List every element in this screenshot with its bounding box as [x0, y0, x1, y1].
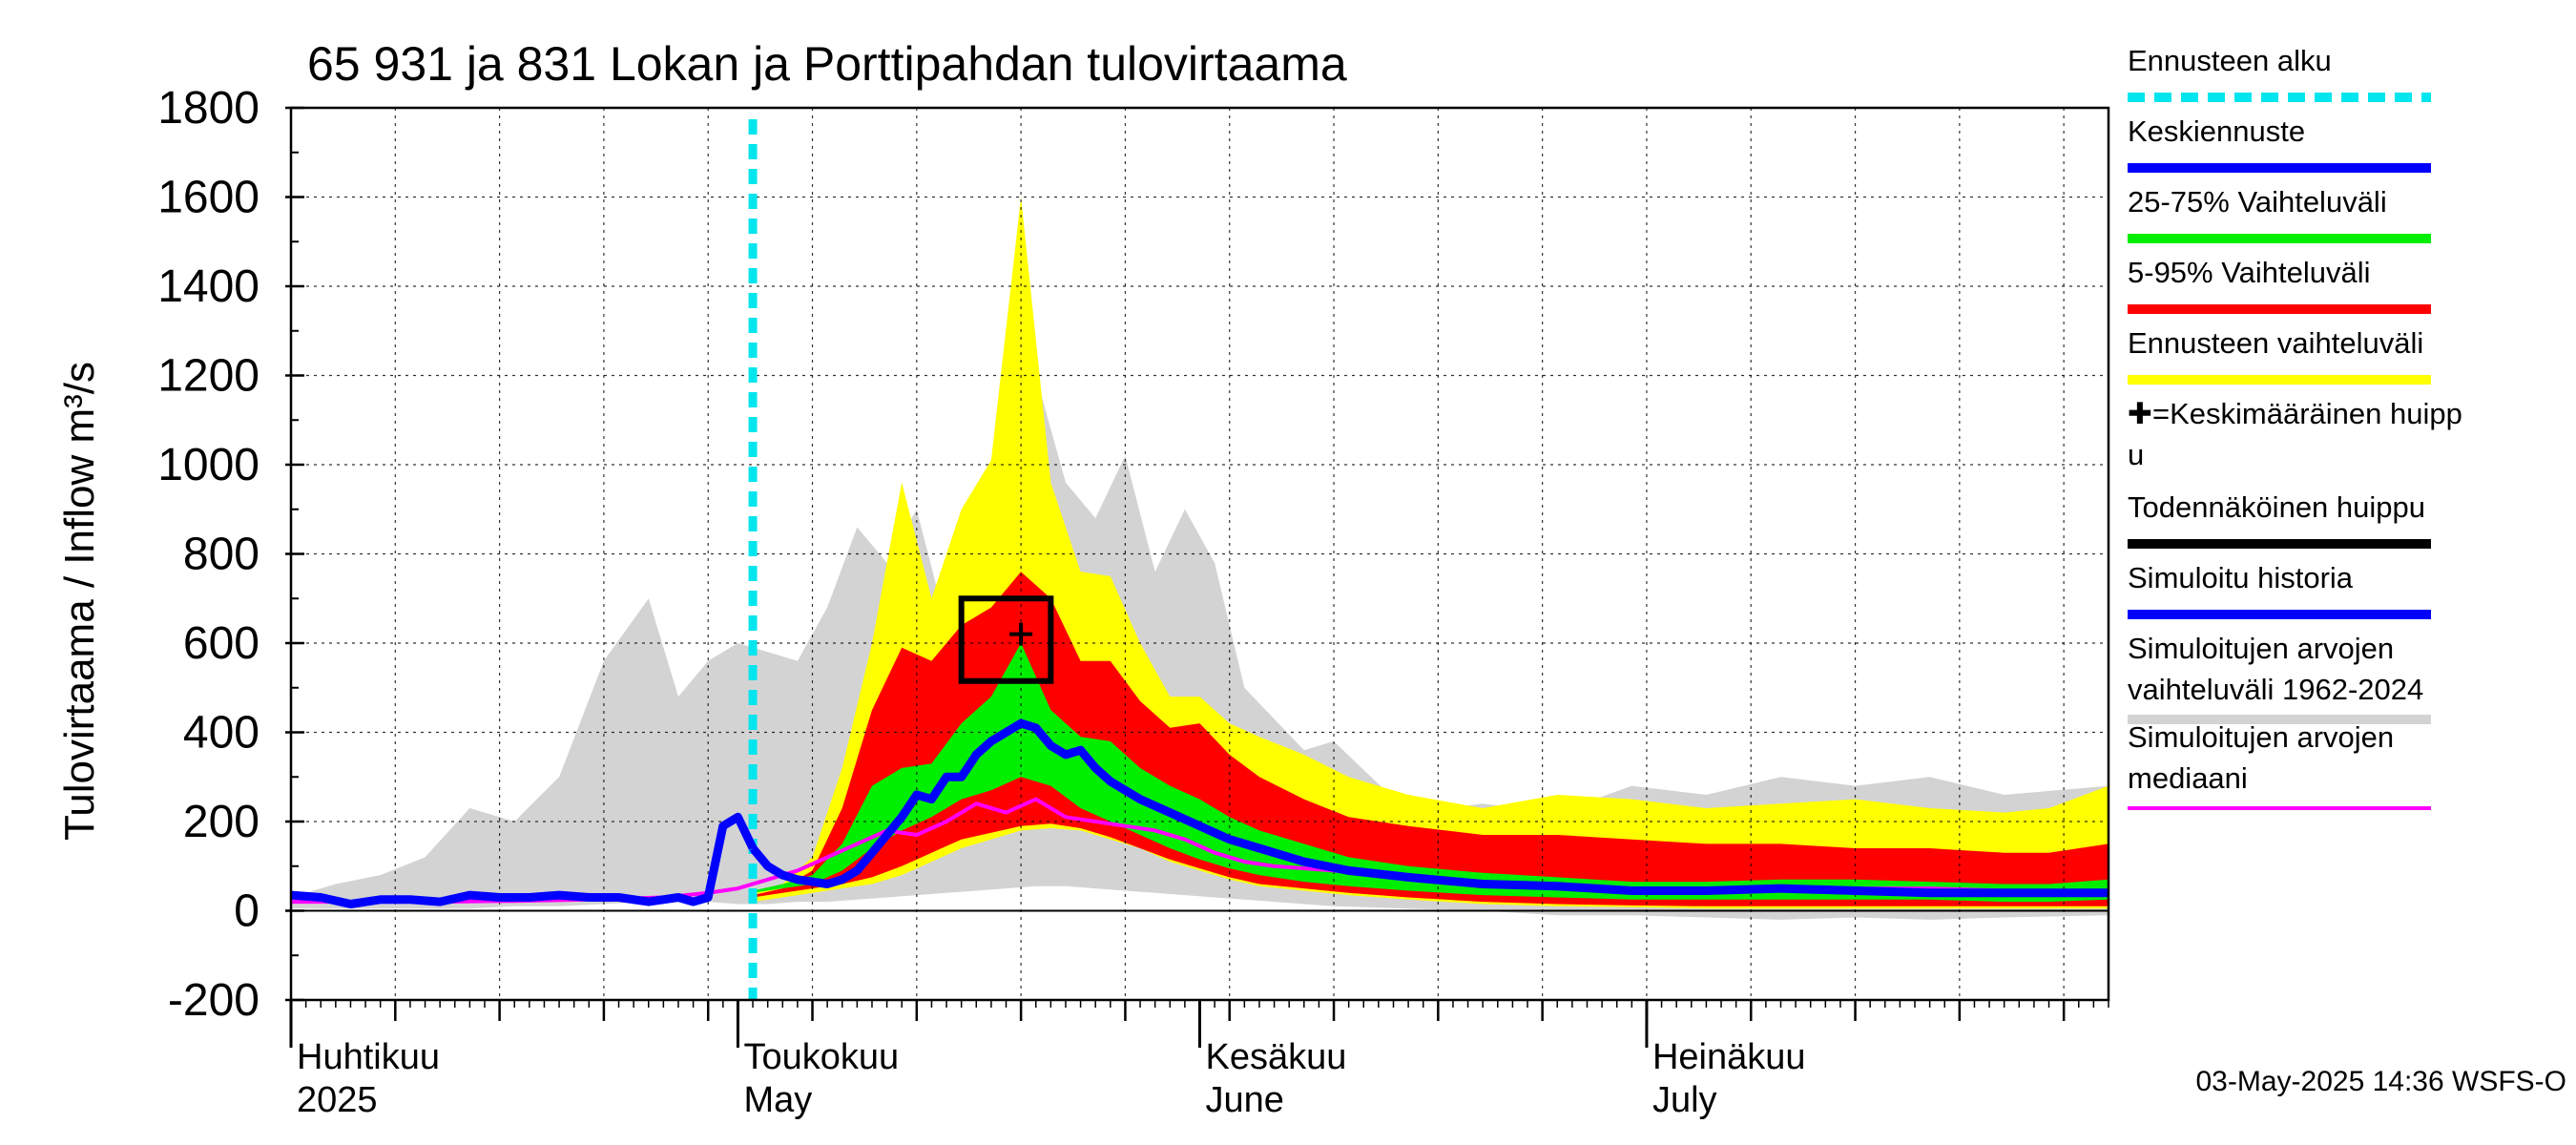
line-keskiennuste — [749, 718, 2109, 898]
x-month-label-secondary: July — [1652, 1080, 1717, 1120]
plot-lines — [290, 119, 2109, 1000]
y-axis-label: Tulovirtaama / Inflow m³/s — [56, 362, 103, 841]
legend-label: Ennusteen alku — [2128, 44, 2332, 77]
timestamp-footer: 03-May-2025 14:36 WSFS-O — [2196, 1066, 2567, 1097]
y-tick-label: 600 — [183, 618, 260, 669]
y-tick-label: 1800 — [157, 83, 260, 134]
line-simuloitu-historia — [290, 812, 758, 908]
legend-item-simuloitu-historia: Simuloitu historia — [2128, 561, 2431, 619]
y-tick-label: -200 — [168, 975, 260, 1026]
legend-item-keskim-r-inen-huipp-u: ✚=Keskimääräinen huipp u — [2128, 397, 2462, 471]
legend-item-keskiennuste: Keskiennuste — [2128, 114, 2431, 173]
legend-item-5-95-vaihteluv-li: 5-95% Vaihteluväli — [2128, 256, 2431, 314]
legend-item-25-75-vaihteluv-li: 25-75% Vaihteluväli — [2128, 185, 2431, 243]
legend-item-ennusteen-vaihteluv-li: Ennusteen vaihteluväli — [2128, 326, 2431, 385]
legend-label: Simuloitujen arvojen — [2128, 632, 2394, 665]
legend-label: Keskiennuste — [2128, 114, 2305, 148]
legend-item-ennusteen-alku: Ennusteen alku — [2128, 44, 2431, 102]
y-tick-label: 1600 — [157, 173, 260, 223]
chart-title: 65 931 ja 831 Lokan ja Porttipahdan tulo… — [307, 37, 1347, 91]
x-month-label: Toukokuu — [743, 1037, 899, 1077]
legend-label-secondary: u — [2128, 438, 2144, 471]
x-month-label: Huhtikuu — [297, 1037, 440, 1077]
legend-label: Simuloitu historia — [2128, 561, 2354, 594]
probable-peak-box — [958, 595, 1054, 684]
y-tick-label: 800 — [183, 530, 260, 580]
x-month-label-secondary: 2025 — [297, 1080, 378, 1120]
plot-areas — [291, 197, 2109, 920]
x-month-label-secondary: June — [1206, 1080, 1284, 1120]
y-tick-label: 1200 — [157, 351, 260, 402]
legend-item-simuloitujen-arvojen-mediaani: Simuloitujen arvojen mediaani — [2128, 720, 2431, 810]
legend: Ennusteen alku Keskiennuste 25-75% Vaihtel… — [2128, 44, 2462, 810]
y-tick-label: 1000 — [157, 440, 260, 490]
y-tick-label: 200 — [183, 797, 260, 847]
legend-item-simuloitujen-arvojen-vaihteluv-li-1962-2024: Simuloitujen arvojen vaihteluväli 1962-20… — [2128, 632, 2431, 724]
axes: -200 0 200 400 600 800 1000 1200 1400 1600 1800 Huh… — [157, 83, 2110, 1120]
band-simuloitujen-arvojen-vaihteluv-li-1962-2024 — [291, 375, 2109, 920]
legend-label-secondary: mediaani — [2128, 761, 2248, 795]
legend-item-todenn-k-inen-huippu: Todennäköinen huippu — [2128, 490, 2431, 549]
legend-label: ✚=Keskimääräinen huipp — [2128, 397, 2462, 430]
legend-label: 25-75% Vaihteluväli — [2128, 185, 2387, 219]
legend-label-secondary: vaihteluväli 1962-2024 — [2128, 673, 2423, 706]
band-25-75-vaihteluv-li — [753, 643, 2109, 903]
x-month-label: Kesäkuu — [1206, 1037, 1347, 1077]
legend-label: Simuloitujen arvojen — [2128, 720, 2394, 754]
legend-label: Ennusteen vaihteluväli — [2128, 326, 2423, 360]
y-tick-label: 1400 — [157, 261, 260, 312]
legend-label: Todennäköinen huippu — [2128, 490, 2425, 524]
y-tick-label: 0 — [234, 886, 260, 937]
y-tick-label: 400 — [183, 708, 260, 759]
legend-label: 5-95% Vaihteluväli — [2128, 256, 2370, 289]
x-month-label: Heinäkuu — [1652, 1037, 1806, 1077]
x-month-label-secondary: May — [743, 1080, 812, 1120]
